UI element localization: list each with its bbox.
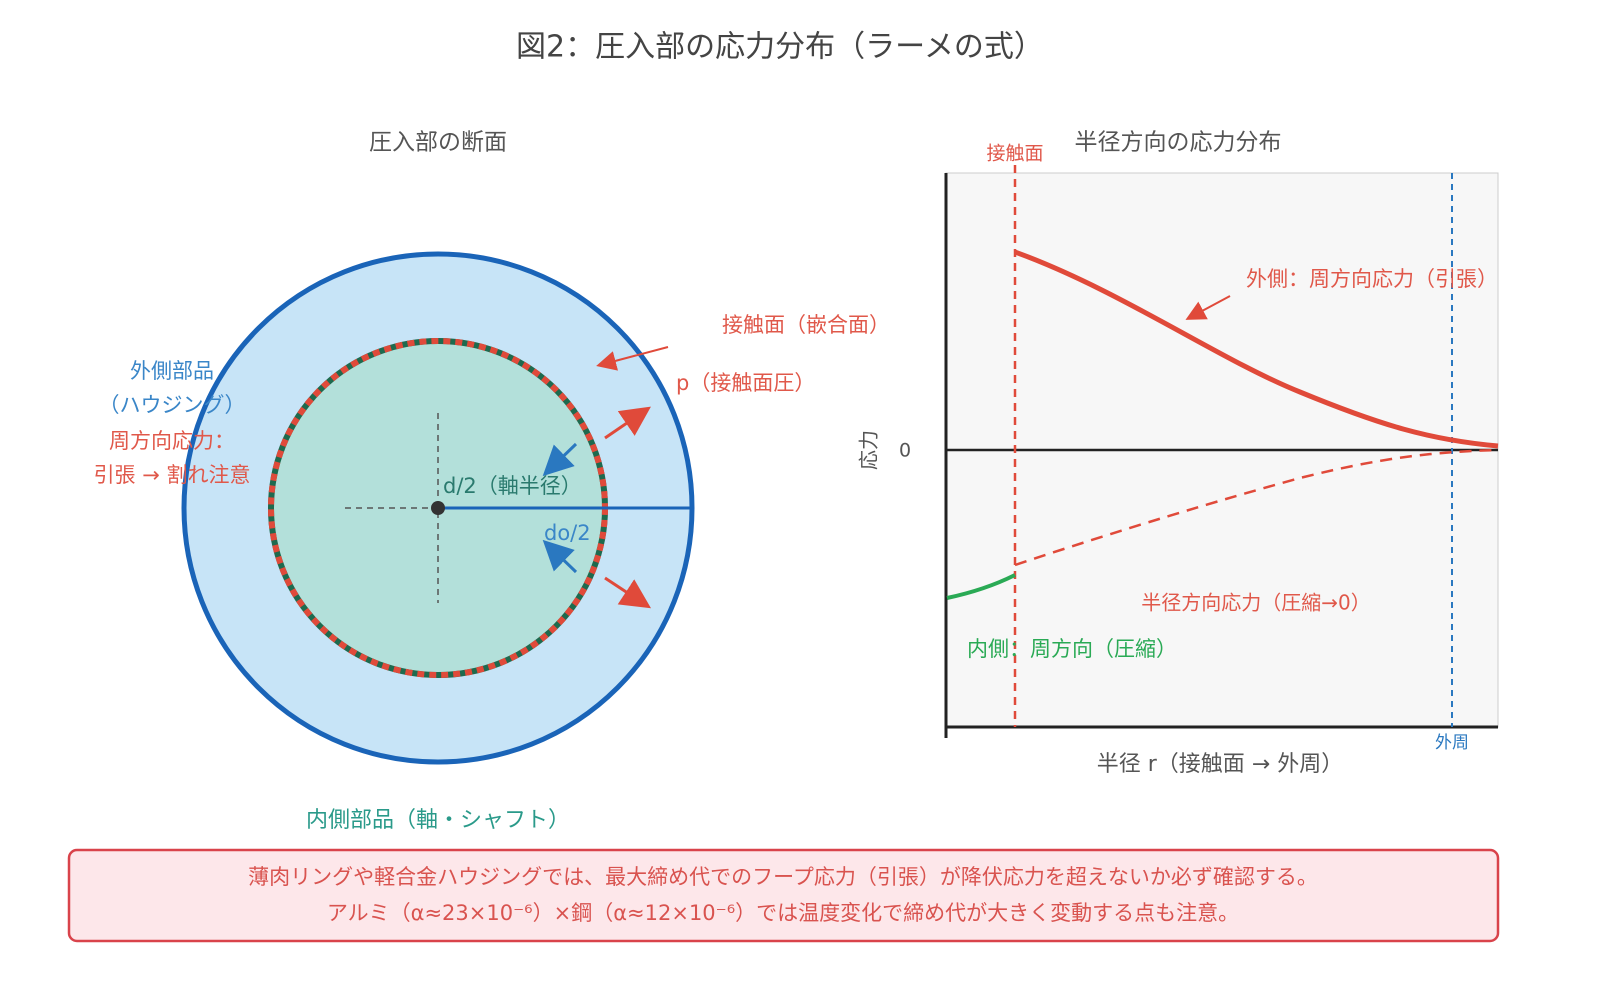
note-line: 薄肉リングや軽合金ハウジングでは、最大締め代でのフープ応力（引張）が降伏応力を超… xyxy=(248,865,1318,889)
label: 周方向応力： xyxy=(109,429,235,453)
pressure-arrow xyxy=(604,576,652,609)
label: 引張 → 割れ注意 xyxy=(94,463,251,487)
label: 外周 xyxy=(1435,733,1469,753)
note-line: アルミ（α≈23×10⁻⁶）×鋼（α≈12×10⁻⁶）では温度変化で締め代が大き… xyxy=(327,901,1239,925)
pointer-arrow xyxy=(1185,295,1231,320)
radius-arrow xyxy=(542,539,578,574)
y-axis-label: 応力 xyxy=(857,430,881,470)
label: 外側部品 xyxy=(130,359,214,383)
label: p（接触面圧） xyxy=(676,371,815,395)
label: 内側：周方向（圧縮） xyxy=(967,637,1177,661)
outer-hoop-curve xyxy=(1014,249,1499,449)
label: （ハウジング） xyxy=(99,393,246,417)
radial-curve xyxy=(1014,448,1499,567)
panel-title: 半径方向の応力分布 xyxy=(1075,130,1282,156)
x-axis-label: 半径 r（接触面 → 外周） xyxy=(1097,752,1343,777)
label: 半径方向応力（圧縮→0） xyxy=(1141,591,1370,615)
inner-hoop-curve xyxy=(946,573,1016,600)
zero-label: 0 xyxy=(899,440,911,462)
label: 外側：周方向応力（引張） xyxy=(1246,267,1498,291)
center xyxy=(431,501,445,515)
radius-arrow xyxy=(542,442,578,477)
figure-title: 図2：圧入部の応力分布（ラーメの式） xyxy=(516,30,1044,65)
pressure-arrow xyxy=(604,406,651,440)
label: 接触面 xyxy=(986,143,1043,165)
pointer-arrow xyxy=(596,346,669,371)
label: d/2（軸半径） xyxy=(443,474,582,498)
label: 接触面（嵌合面） xyxy=(722,313,890,337)
note-box xyxy=(67,848,1500,943)
label: 内側部品（軸・シャフト） xyxy=(306,808,570,833)
panel-title: 圧入部の断面 xyxy=(369,130,507,156)
label: do/2 xyxy=(544,521,591,545)
